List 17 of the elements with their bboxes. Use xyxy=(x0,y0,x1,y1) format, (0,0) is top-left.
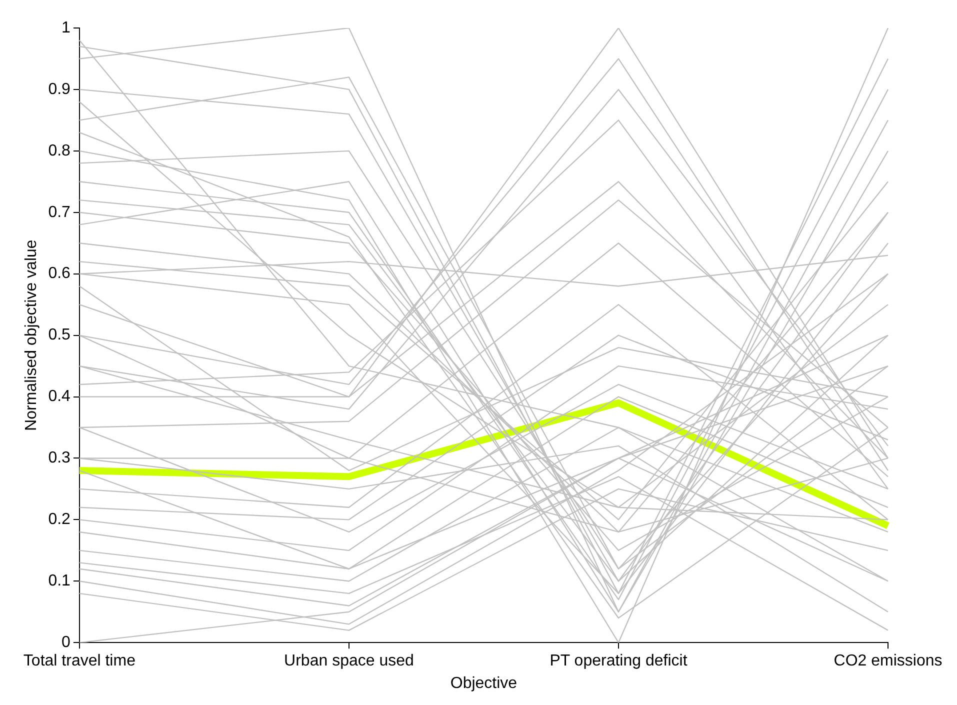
y-tick-label: 0.4 xyxy=(48,388,71,406)
x-tick-label: PT operating deficit xyxy=(550,652,688,670)
x-tick-label: Total travel time xyxy=(23,652,136,670)
x-axis-title: Objective xyxy=(450,674,518,692)
y-tick-label: 0.2 xyxy=(48,511,71,528)
y-tick-label: 0.3 xyxy=(48,450,71,467)
y-tick-label: 0.8 xyxy=(48,142,71,160)
y-axis-title: Normalised objective value xyxy=(23,240,40,431)
y-tick-label: 0 xyxy=(62,634,71,652)
y-tick-label: 0.6 xyxy=(48,265,71,282)
y-tick-label: 0.9 xyxy=(48,80,71,98)
y-tick-label: 0.1 xyxy=(48,572,71,590)
x-tick-label: CO2 emissions xyxy=(834,652,942,670)
y-tick-label: 1 xyxy=(62,19,71,36)
y-tick-label: 0.7 xyxy=(48,204,71,221)
x-tick-label: Urban space used xyxy=(284,652,414,670)
y-tick-label: 0.5 xyxy=(48,326,71,344)
